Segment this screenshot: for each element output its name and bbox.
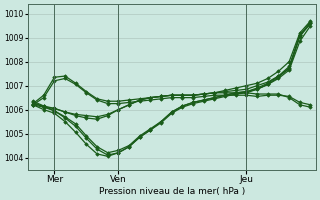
- X-axis label: Pression niveau de la mer( hPa ): Pression niveau de la mer( hPa ): [99, 187, 245, 196]
